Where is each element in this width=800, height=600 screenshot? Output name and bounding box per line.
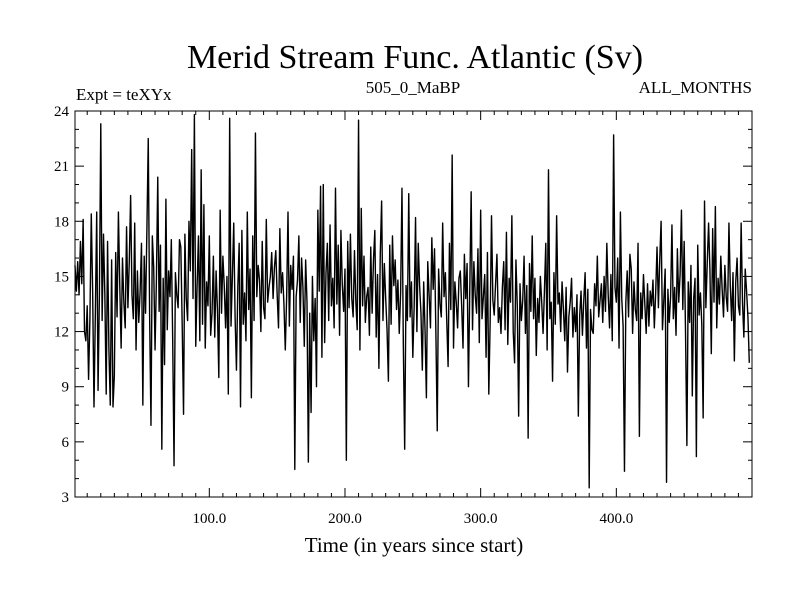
y-tick-label: 24 xyxy=(54,104,70,120)
subtitle-months: ALL_MONTHS xyxy=(639,78,752,97)
plot-frame xyxy=(74,110,753,498)
axis-ticks xyxy=(75,110,752,498)
y-tick-label: 12 xyxy=(54,325,69,341)
x-tick-label: 400.0 xyxy=(599,511,633,527)
chart-title: Merid Stream Func. Atlantic (Sv) xyxy=(187,39,643,76)
subtitle-run: 505_0_MaBP xyxy=(366,78,460,97)
y-tick-label: 15 xyxy=(54,269,69,285)
x-axis-label: Time (in years since start) xyxy=(305,533,524,557)
y-tick-label: 21 xyxy=(54,159,69,175)
axis-tick-labels: 3 6 9 12 15 18 21 24 100.0 200.0 300.0 400.0 xyxy=(54,104,633,527)
y-tick-label: 18 xyxy=(54,214,69,230)
x-tick-label: 300.0 xyxy=(464,511,498,527)
y-tick-label: 9 xyxy=(62,380,70,396)
y-tick-label: 3 xyxy=(62,490,70,506)
y-tick-label: 6 xyxy=(62,435,70,451)
series-line xyxy=(74,113,750,489)
x-tick-label: 200.0 xyxy=(328,511,362,527)
x-tick-label: 100.0 xyxy=(192,511,226,527)
subtitle-expt: Expt = teXYx xyxy=(76,85,172,104)
